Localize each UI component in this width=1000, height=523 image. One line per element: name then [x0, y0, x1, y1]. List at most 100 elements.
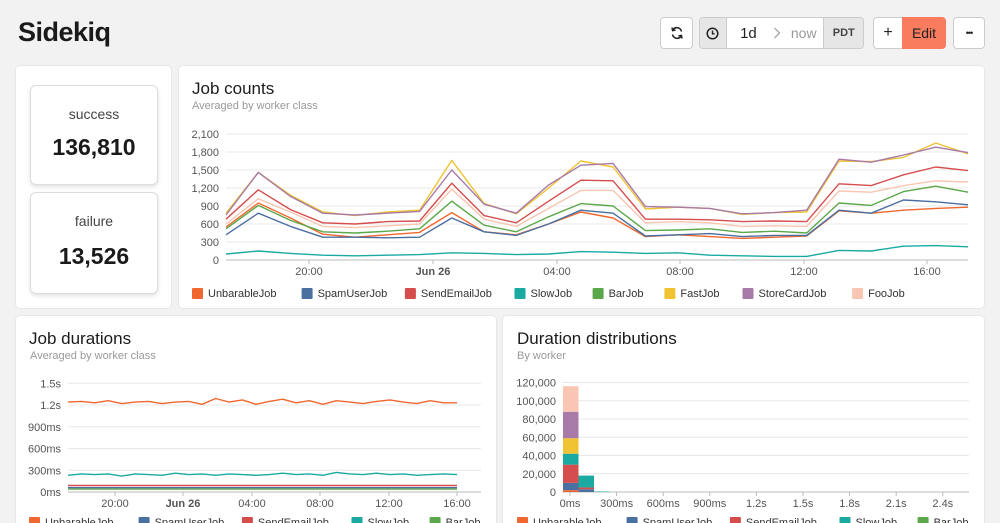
more-options-button[interactable]: •••: [953, 17, 985, 49]
series-line-unbarablejob: [225, 202, 969, 240]
job-durations-card: Job durations Averaged by worker class 0…: [16, 316, 496, 523]
x-tick-label: 16:00: [443, 498, 471, 510]
y-tick-label: 1.2s: [40, 400, 61, 412]
x-tick-label: 20:00: [101, 498, 129, 510]
duration-distributions-card: Duration distributions By worker 0 20,000…: [503, 316, 984, 523]
x-tick-label: 12:00: [375, 498, 403, 510]
x-tick-label: 300ms: [600, 498, 634, 510]
x-tick-label: 08:00: [666, 266, 694, 278]
success-value: 136,810: [52, 134, 136, 160]
bar-sendemailjob: [563, 464, 579, 483]
legend-label-slowjob: SlowJob: [368, 517, 410, 523]
time-picker-button[interactable]: [700, 18, 727, 48]
series-line-sendemailjob: [225, 166, 969, 225]
series-line-slowjob: [67, 471, 458, 477]
y-tick-label: 60,000: [522, 432, 556, 444]
legend-label-barjob: BarJob: [934, 517, 969, 523]
legend-swatch-slowjob: [839, 517, 851, 523]
bar-slowjob: [578, 475, 594, 488]
legend-swatch-spamuserjob: [138, 517, 150, 523]
x-tick-label: 04:00: [543, 266, 571, 278]
legend-swatch-sendemailjob: [729, 517, 741, 523]
y-tick-label: 300: [201, 237, 219, 249]
duration-distributions-subtitle: By worker: [517, 350, 566, 362]
series-line-slowjob: [225, 244, 969, 258]
clock-icon: [706, 26, 719, 40]
y-tick-label: 900: [201, 201, 219, 213]
chevron-right-icon: [770, 18, 784, 48]
time-range-value[interactable]: 1d: [740, 24, 757, 42]
legend-label-spamuserjob: SpamUserJob: [155, 517, 225, 523]
job-counts-chart: 0 300 600 900 1,200 1,500 1,800 2,100 20:00 Jun 2…: [191, 129, 969, 300]
time-end-value[interactable]: now: [790, 25, 817, 41]
legend-label-sendemailjob: SendEmailJob: [746, 517, 817, 523]
series-line-barjob: [225, 185, 969, 234]
y-tick-label: 0: [550, 487, 556, 499]
job-counts-card: Job counts Averaged by worker class 0 300…: [179, 66, 984, 308]
series-line-unbarablejob: [67, 397, 457, 406]
legend-label-sendemailjob: SendEmailJob: [258, 517, 329, 523]
legend-swatch-unbarablejob: [29, 517, 40, 523]
y-tick-label: 80,000: [522, 414, 556, 426]
x-tick-label: 12:00: [790, 266, 818, 278]
edit-button[interactable]: Edit: [902, 17, 946, 49]
legend-swatch-fastjob: [664, 288, 676, 299]
failure-label: failure: [74, 213, 114, 229]
duration-distributions-chart: 0 20,000 40,000 60,000 80,000 100,000 120,000 0…: [516, 378, 969, 523]
legend-label-fastjob: FastJob: [680, 288, 719, 300]
y-tick-label: 100,000: [516, 396, 556, 408]
add-button[interactable]: +: [873, 17, 903, 49]
x-tick-label: 1.8s: [839, 498, 860, 510]
bar-spamuserjob: [563, 482, 579, 491]
x-tick-label: 1.5s: [793, 498, 814, 510]
x-tick-label: 900ms: [693, 498, 727, 510]
x-tick-label: 20:00: [295, 266, 323, 278]
bar-slowjob: [563, 453, 579, 465]
job-durations-title: Job durations: [29, 329, 132, 348]
x-tick-label: 2.4s: [932, 498, 953, 510]
success-label: success: [68, 106, 120, 122]
legend-label-slowjob: SlowJob: [531, 288, 573, 300]
y-tick-label: 300ms: [28, 465, 62, 477]
legend-swatch-slowjob: [351, 517, 363, 523]
refresh-button[interactable]: [660, 17, 693, 49]
legend-label-storecardjob: StoreCardJob: [759, 288, 827, 300]
legend-label-sendemailjob: SendEmailJob: [421, 288, 492, 300]
bar-slowjob: [594, 491, 610, 493]
x-tick-label: 04:00: [238, 498, 266, 510]
failure-value: 13,526: [58, 243, 130, 269]
legend-label-barjob: BarJob: [609, 288, 644, 300]
x-tick-label: 600ms: [647, 498, 681, 510]
job-counts-title: Job counts: [192, 79, 275, 98]
bar-foojob: [563, 386, 579, 412]
bar-storecardjob: [563, 411, 579, 439]
success-stat: success 136,810: [30, 85, 158, 185]
app-title: Sidekiq: [18, 17, 111, 47]
legend-swatch-unbarablejob: [192, 288, 203, 299]
y-tick-label: 1,500: [191, 165, 219, 177]
y-tick-label: 40,000: [522, 451, 556, 463]
x-tick-label: 0ms: [560, 498, 581, 510]
legend-swatch-sendemailjob: [404, 288, 416, 299]
legend-swatch-barjob: [917, 517, 929, 523]
series-line-storecardjob: [225, 146, 969, 216]
time-range-selector[interactable]: 1d now PDT: [699, 17, 864, 49]
bar-unbarablejob: [563, 490, 579, 492]
timezone-button[interactable]: PDT: [823, 18, 863, 48]
x-tick-label: 2.1s: [886, 498, 907, 510]
x-tick-label: 16:00: [913, 266, 941, 278]
bar-sendemailjob: [578, 487, 594, 490]
legend-label-slowjob: SlowJob: [856, 517, 898, 523]
legend-label-unbarablejob: UnbarableJob: [45, 517, 114, 523]
legend-swatch-unbarablejob: [517, 517, 528, 523]
legend-label-unbarablejob: UnbarableJob: [533, 517, 602, 523]
series-line-spamuserjob: [225, 199, 969, 239]
refresh-icon: [670, 26, 683, 40]
legend-swatch-foojob: [852, 288, 864, 299]
y-tick-label: 600: [201, 219, 219, 231]
legend-swatch-storecardjob: [742, 288, 754, 299]
y-tick-label: 1,800: [191, 147, 219, 159]
legend-swatch-barjob: [429, 517, 441, 523]
legend-swatch-slowjob: [514, 288, 526, 299]
top-bar: Sidekiq 1d now PDT + Edit •••: [0, 0, 1000, 65]
